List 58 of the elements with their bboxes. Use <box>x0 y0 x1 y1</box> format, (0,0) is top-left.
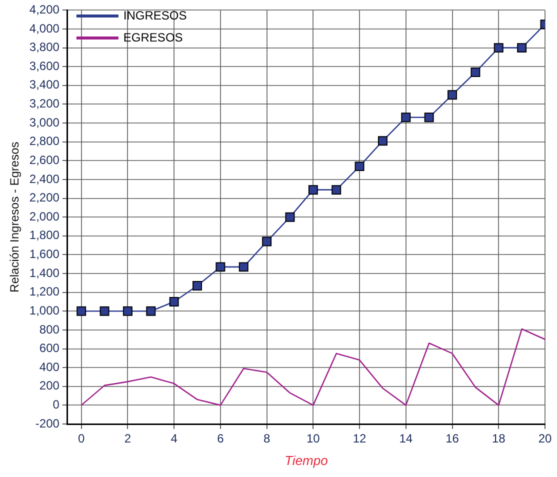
y-tick-label: 4,000 <box>29 21 60 36</box>
point <box>401 112 411 122</box>
x-tick-label: 0 <box>78 432 85 446</box>
legend-label: INGRESOS <box>123 8 187 22</box>
y-tick-label: 2,000 <box>29 209 60 224</box>
x-tick-label: 20 <box>538 432 552 446</box>
y-tick-label: 1,800 <box>29 228 60 242</box>
x-tick-label: 6 <box>217 432 224 446</box>
y-tick-label: 3,200 <box>29 96 60 111</box>
y-tick-label: 0 <box>52 398 60 412</box>
y-tick-label: 400 <box>39 360 60 374</box>
x-tick-label: 8 <box>263 432 270 446</box>
point <box>285 212 295 222</box>
legend-label: EGRESOS <box>123 30 183 44</box>
point <box>238 262 248 272</box>
point <box>122 306 132 316</box>
y-tick-label: 3,400 <box>29 78 60 92</box>
point <box>424 112 434 122</box>
y-tick-label: 1,200 <box>29 284 60 299</box>
x-tick-label: 14 <box>399 432 413 446</box>
point <box>169 297 179 306</box>
point <box>76 306 86 316</box>
x-tick-label: 16 <box>446 432 460 446</box>
point <box>146 306 156 316</box>
x-axis-title: Tiempo <box>284 452 328 468</box>
point <box>448 90 458 100</box>
point <box>216 262 226 272</box>
point <box>192 281 202 290</box>
x-tick-label: 18 <box>492 432 506 446</box>
point <box>354 162 364 172</box>
y-tick-label: 2,200 <box>29 190 60 205</box>
y-tick-label: 2,400 <box>29 172 60 186</box>
x-tick-label: 2 <box>124 432 132 446</box>
y-tick-label: 1,600 <box>29 247 60 262</box>
y-tick-label: -200 <box>35 416 60 430</box>
point <box>100 306 110 316</box>
point <box>494 43 504 53</box>
y-tick-label: 1,400 <box>29 266 60 280</box>
y-tick-label: 3,800 <box>29 40 60 54</box>
y-tick-label: 800 <box>39 322 60 336</box>
x-tick-label: 4 <box>170 432 178 446</box>
y-tick-label: 3,600 <box>29 58 60 73</box>
y-tick-label: 4,200 <box>29 2 60 17</box>
point <box>262 236 272 246</box>
point <box>517 43 527 53</box>
y-tick-label: 200 <box>39 378 60 393</box>
y-tick-label: 2,800 <box>29 134 60 148</box>
point <box>308 185 318 195</box>
point <box>332 185 342 195</box>
y-tick-label: 2,600 <box>29 152 60 167</box>
y-axis-title: Relación Ingresos - Egresos <box>8 142 22 292</box>
x-tick-label: 12 <box>352 432 367 446</box>
y-tick-label: 3,000 <box>29 115 60 130</box>
x-tick-label: 10 <box>306 432 320 446</box>
point <box>378 136 388 146</box>
point <box>470 68 480 78</box>
y-tick-label: 600 <box>39 341 60 356</box>
y-tick-label: 1,000 <box>29 303 60 318</box>
